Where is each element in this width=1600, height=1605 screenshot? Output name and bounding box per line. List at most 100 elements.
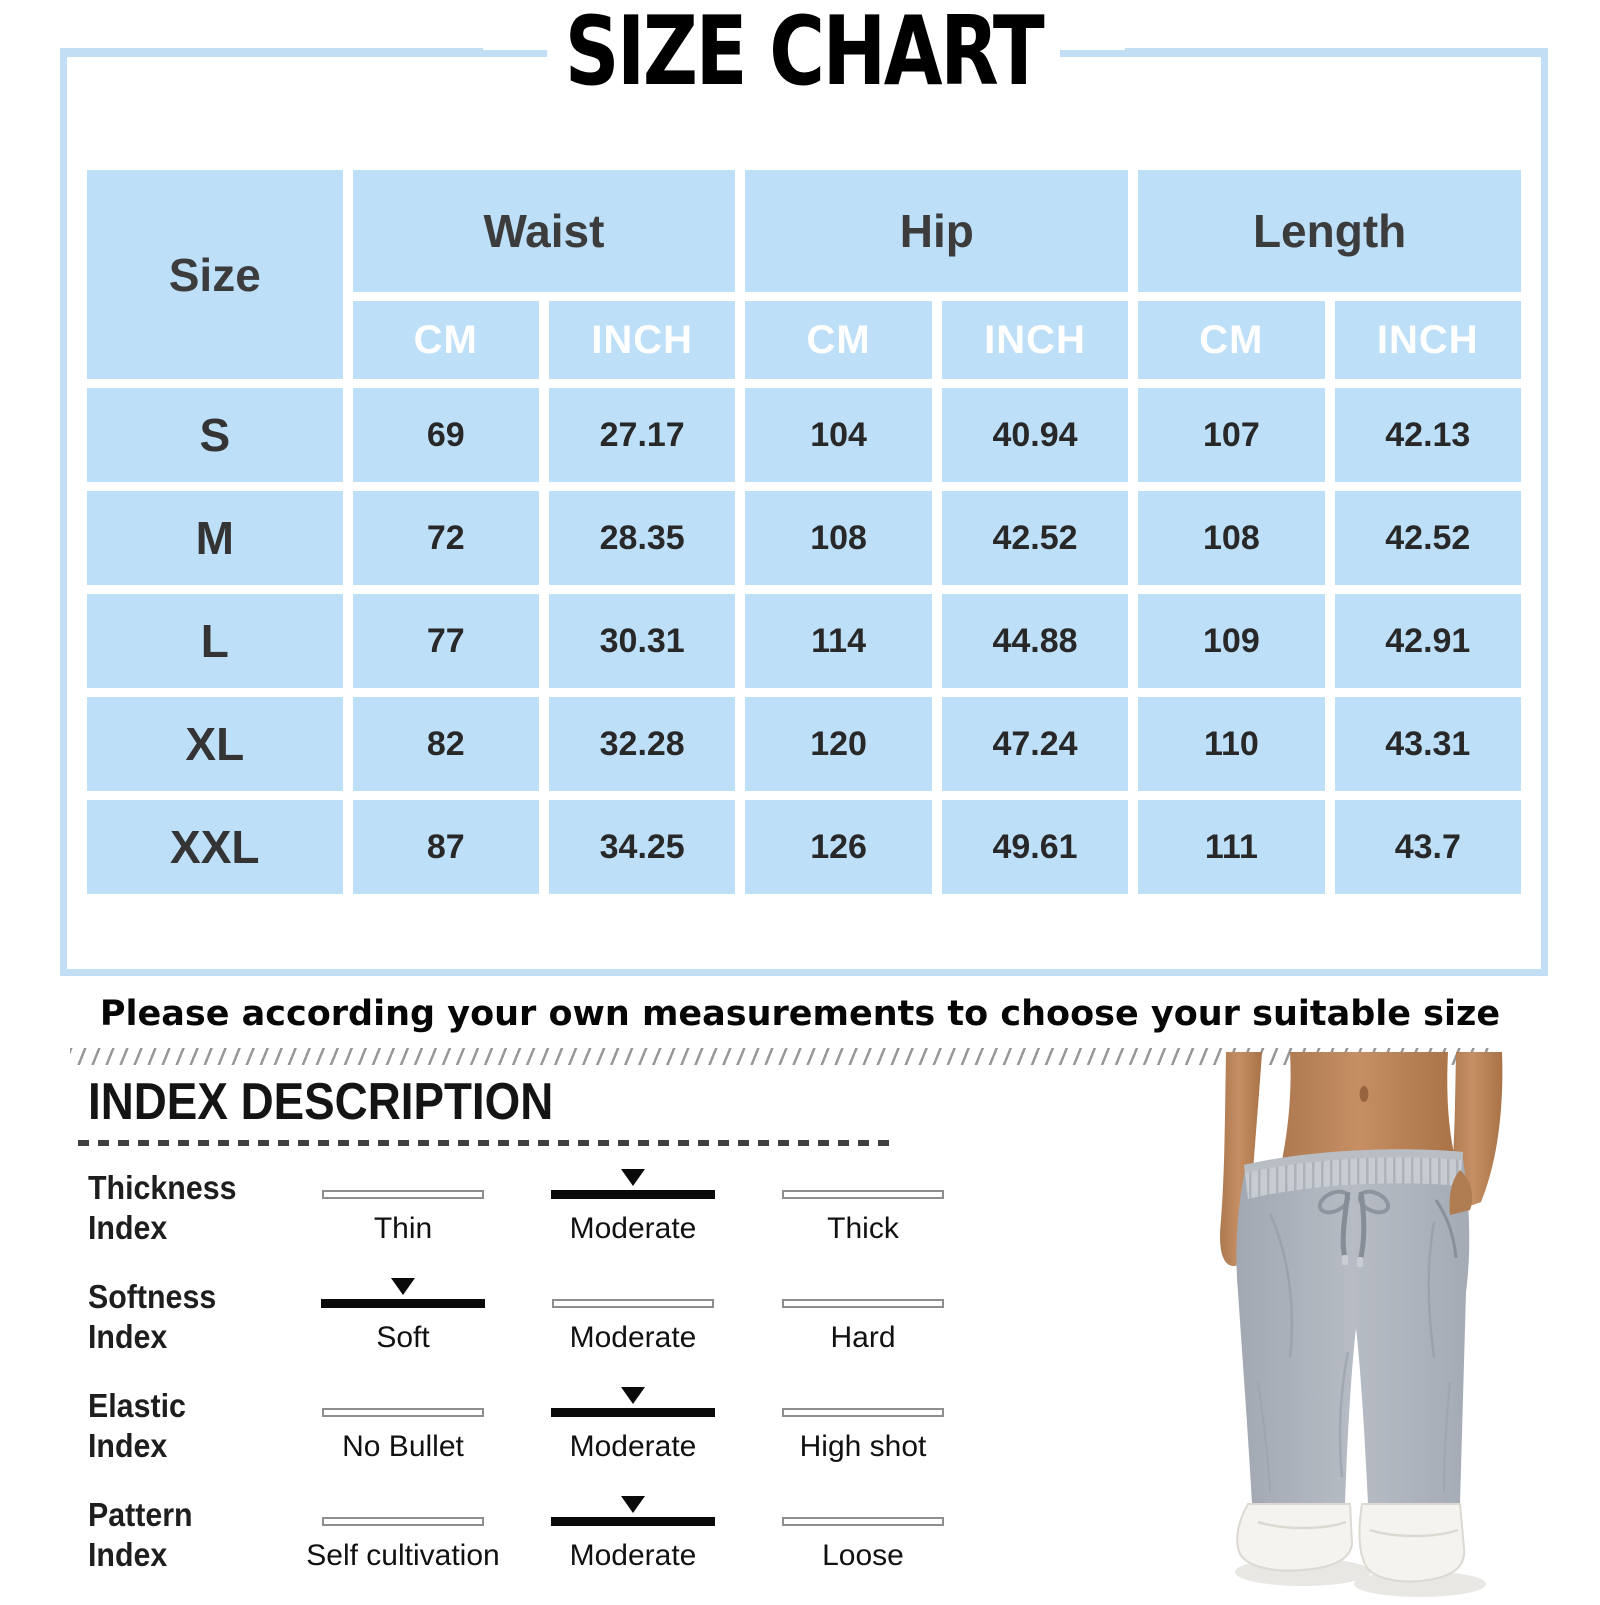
size-row-s: S 69 27.17 104 40.94 107 42.13 [87, 388, 1521, 482]
measurement-cell: 42.52 [941, 491, 1129, 585]
measurement-cell: 77 [352, 594, 539, 688]
index-option: Thin [288, 1160, 518, 1269]
note-text: Please according your own measurements t… [99, 994, 1501, 1034]
waist-group-header: Waist [352, 170, 736, 292]
index-option-label: Moderate [569, 1321, 697, 1354]
index-option-label: Hard [830, 1321, 896, 1354]
title-line-right [1124, 48, 1548, 56]
model-left-shoe [1236, 1503, 1354, 1572]
size-label-cell: S [87, 388, 343, 482]
measurement-cell: 40.94 [941, 388, 1129, 482]
unit-header-cell: CM [1138, 301, 1325, 379]
hip-group-header: Hip [745, 170, 1129, 292]
model-torso [1280, 1052, 1455, 1170]
size-row-m: M 72 28.35 108 42.52 108 42.52 [87, 491, 1521, 585]
measurement-cell: 107 [1138, 388, 1325, 482]
index-option-label: No Bullet [342, 1430, 464, 1463]
index-option: Loose [748, 1487, 978, 1596]
measurement-cell: 42.91 [1334, 594, 1521, 688]
page-title: SIZE CHART [547, 4, 1061, 100]
index-option-label: Moderate [569, 1539, 697, 1572]
size-label-cell: XL [87, 697, 343, 791]
measurement-cell: 109 [1138, 594, 1325, 688]
size-table-body: S 69 27.17 104 40.94 107 42.13 M 72 28.35 108 42.52… [87, 388, 1521, 894]
index-description-grid: Thickness Index Thin Moderate Thick Softness… [88, 1160, 978, 1596]
index-bar [782, 1190, 944, 1199]
measurement-cell: 28.35 [548, 491, 736, 585]
measurement-cell: 43.7 [1334, 800, 1521, 894]
index-row-label: Softness Index [88, 1278, 217, 1355]
length-group-header: Length [1138, 170, 1521, 292]
index-bar [322, 1517, 484, 1526]
measurement-cell: 87 [352, 800, 539, 894]
unit-header-cell: CM [352, 301, 539, 379]
measurement-cell: 108 [1138, 491, 1325, 585]
index-option-label: High shot [799, 1430, 927, 1463]
index-option-label: Thick [827, 1212, 899, 1245]
measurement-cell: 42.52 [1334, 491, 1521, 585]
index-bar-selected [551, 1517, 715, 1526]
index-description-heading: INDEX DESCRIPTION [88, 1073, 554, 1131]
hatch-divider [70, 1048, 1496, 1065]
index-option: Hard [748, 1269, 978, 1378]
title-line-left [60, 48, 484, 56]
index-bar [322, 1190, 484, 1199]
selected-triangle-icon [621, 1496, 645, 1513]
selected-triangle-icon [621, 1387, 645, 1404]
index-option: Self cultivation [288, 1487, 518, 1596]
index-bar-selected [551, 1408, 715, 1417]
measurement-cell: 32.28 [548, 697, 736, 791]
model-pants [1236, 1150, 1470, 1504]
unit-header-cell: CM [745, 301, 932, 379]
size-column-header: Size [87, 170, 343, 379]
title-row: SIZE CHART [60, 0, 1548, 104]
index-option: Soft [288, 1269, 518, 1378]
measurement-cell: 114 [745, 594, 932, 688]
model-photo [1198, 1052, 1543, 1600]
unit-header-cell: INCH [1334, 301, 1521, 379]
index-option: Moderate [518, 1487, 748, 1596]
size-row-l: L 77 30.31 114 44.88 109 42.91 [87, 594, 1521, 688]
index-option-label: Loose [822, 1539, 904, 1572]
size-row-xl: XL 82 32.28 120 47.24 110 43.31 [87, 697, 1521, 791]
selected-triangle-icon [391, 1278, 415, 1295]
index-bar [782, 1517, 944, 1526]
measurement-cell: 34.25 [548, 800, 736, 894]
measurement-cell: 108 [745, 491, 932, 585]
index-row-label: Elastic Index [88, 1387, 186, 1464]
index-row-label: Thickness Index [88, 1169, 237, 1246]
index-bar [322, 1408, 484, 1417]
index-option-label: Moderate [569, 1212, 697, 1245]
index-option: Moderate [518, 1378, 748, 1487]
unit-header-cell: INCH [548, 301, 736, 379]
model-right-shoe [1358, 1503, 1466, 1583]
measurement-cell: 42.13 [1334, 388, 1521, 482]
size-label-cell: XXL [87, 800, 343, 894]
measurement-cell: 120 [745, 697, 932, 791]
dashed-divider [78, 1140, 894, 1146]
index-option: High shot [748, 1378, 978, 1487]
measurement-cell: 69 [352, 388, 539, 482]
measurement-cell: 126 [745, 800, 932, 894]
measurement-cell: 111 [1138, 800, 1325, 894]
index-option: Moderate [518, 1269, 748, 1378]
measurement-cell: 47.24 [941, 697, 1129, 791]
index-bar-selected [551, 1190, 715, 1199]
index-row-label: Pattern Index [88, 1496, 193, 1573]
measurement-cell: 44.88 [941, 594, 1129, 688]
size-table: Size Waist Hip Length CM INCH CM INCH CM INCH… [77, 161, 1531, 903]
index-bar [782, 1299, 944, 1308]
size-label-cell: L [87, 594, 343, 688]
index-option-label: Soft [376, 1321, 430, 1354]
index-option: Thick [748, 1160, 978, 1269]
index-bar [552, 1299, 714, 1308]
size-label-cell: M [87, 491, 343, 585]
measurement-cell: 72 [352, 491, 539, 585]
index-option: No Bullet [288, 1378, 518, 1487]
size-row-xxl: XXL 87 34.25 126 49.61 111 43.7 [87, 800, 1521, 894]
selected-triangle-icon [621, 1169, 645, 1186]
model-left-arm [1220, 1052, 1262, 1267]
measurement-cell: 27.17 [548, 388, 736, 482]
size-chart-box: Size Waist Hip Length CM INCH CM INCH CM INCH… [60, 50, 1548, 976]
